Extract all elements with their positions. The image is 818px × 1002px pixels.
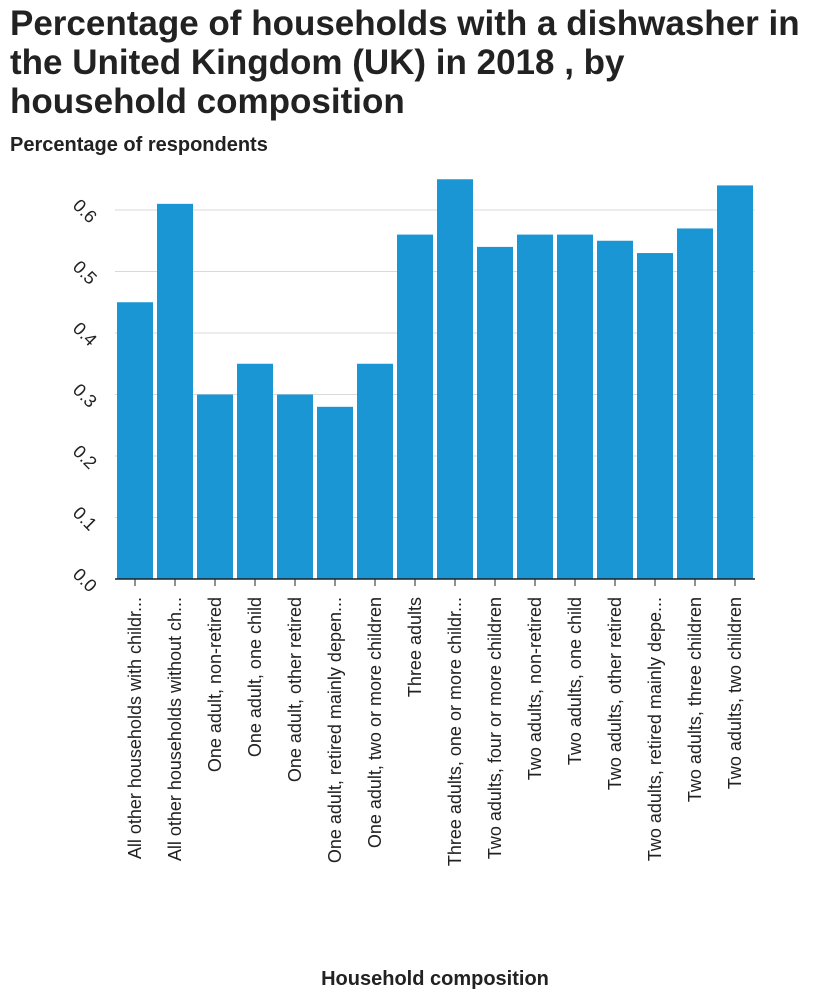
bar bbox=[237, 363, 273, 579]
bar bbox=[357, 363, 393, 579]
bars bbox=[117, 179, 753, 580]
bar bbox=[157, 203, 193, 579]
y-tick-label: 0.1 bbox=[69, 503, 101, 535]
bar bbox=[197, 394, 233, 579]
bar bbox=[437, 179, 473, 579]
x-tick-labels: All other households with childr... All o… bbox=[125, 579, 745, 866]
y-tick-label: 0.4 bbox=[69, 318, 101, 350]
x-tick-label: All other households with childr... bbox=[125, 597, 145, 859]
bar bbox=[477, 246, 513, 579]
x-tick-label: Three adults bbox=[405, 597, 425, 697]
x-tick-label: Two adults, non-retired bbox=[525, 597, 545, 780]
bar bbox=[677, 228, 713, 579]
bar bbox=[597, 240, 633, 579]
y-tick-label: 0.6 bbox=[69, 195, 101, 227]
bar bbox=[117, 302, 153, 579]
chart-title: Percentage of households with a dishwash… bbox=[10, 4, 800, 121]
x-tick-label: One adult, non-retired bbox=[205, 597, 225, 772]
x-tick-label: One adult, retired mainly depen... bbox=[325, 597, 345, 863]
bar bbox=[397, 234, 433, 579]
x-tick-label: Two adults, two children bbox=[725, 597, 745, 789]
y-tick-label: 0.3 bbox=[69, 380, 101, 412]
y-tick-labels: 0.0 0.1 0.2 0.3 0.4 0.5 0.6 bbox=[69, 195, 101, 596]
x-tick-label: Two adults, one child bbox=[565, 597, 585, 765]
x-tick-label: Two adults, three children bbox=[685, 597, 705, 802]
bar bbox=[517, 234, 553, 579]
x-tick-label: One adult, other retired bbox=[285, 597, 305, 782]
bar bbox=[637, 253, 673, 580]
bar bbox=[717, 185, 753, 579]
bar bbox=[557, 234, 593, 579]
bar bbox=[317, 406, 353, 579]
x-tick-label: All other households without ch... bbox=[165, 597, 185, 861]
x-tick-label: Three adults, one or more childr... bbox=[445, 597, 465, 866]
x-axis-label: Household composition bbox=[321, 968, 549, 990]
x-tick-label: Two adults, other retired bbox=[605, 597, 625, 790]
x-tick-label: One adult, one child bbox=[245, 597, 265, 757]
y-tick-label: 0.5 bbox=[69, 257, 101, 289]
y-tick-label: 0.2 bbox=[69, 441, 101, 473]
x-tick-label: Two adults, four or more children bbox=[485, 597, 505, 859]
x-tick-label: One adult, two or more children bbox=[365, 597, 385, 848]
y-axis-label: Percentage of respondents bbox=[10, 134, 268, 156]
x-tick-label: Two adults, retired mainly depe... bbox=[645, 597, 665, 861]
bar bbox=[277, 394, 313, 579]
y-tick-label: 0.0 bbox=[69, 564, 101, 596]
